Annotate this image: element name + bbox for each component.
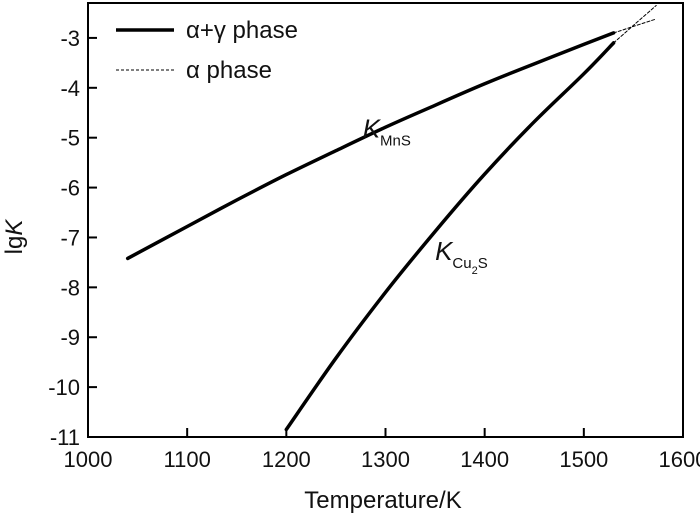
kmns-alpha-line	[613, 18, 657, 34]
y-tick-label: -4	[60, 76, 80, 101]
kcu2s-alpha-gamma-line	[284, 41, 616, 432]
x-axis-title: Temperature/K	[304, 487, 461, 514]
ticks-group: 1000 1100 1200 1300 1400 1500 1600 -3 -4 -5 -6 -7 -8…	[48, 26, 700, 472]
y-tick-label: -5	[60, 126, 80, 151]
x-tick-label: 1000	[64, 447, 113, 472]
plot-frame	[87, 2, 684, 438]
annotation-subscript-tail: S	[478, 255, 488, 272]
legend-label-alpha: α phase	[186, 57, 272, 84]
y-tick-label: -10	[48, 375, 80, 400]
y-axis-title-italic: K	[1, 219, 28, 236]
y-tick-label: -3	[60, 26, 80, 51]
y-tick-label: -11	[50, 425, 80, 450]
legend: α+γ phase α phase	[116, 17, 298, 84]
x-tick-label: 1500	[559, 447, 608, 472]
x-tick-label: 1200	[262, 447, 311, 472]
x-tick-label: 1600	[659, 447, 700, 472]
annotation-subscript: MnS	[380, 133, 411, 150]
y-tick-label: -9	[60, 325, 80, 350]
annotation-main-symbol: K	[435, 236, 454, 266]
kmns-alpha-gamma-line	[125, 31, 616, 261]
x-tick-label: 1400	[460, 447, 509, 472]
y-axis-title: lgK	[1, 219, 28, 255]
y-tick-label: -8	[60, 275, 80, 300]
x-tick-label: 1100	[164, 447, 211, 472]
legend-label-alpha-gamma: α+γ phase	[186, 17, 298, 44]
annotation-main-symbol: K	[363, 114, 382, 144]
annotation-kcu2s: KCu2S	[435, 236, 488, 277]
kcu2s-alpha-line	[613, 5, 657, 44]
annotation-sub-subscript: 2	[472, 265, 478, 277]
annotation-kmns: KMnS	[363, 114, 411, 150]
series-group	[125, 5, 657, 432]
y-tick-label: -6	[60, 176, 80, 201]
y-axis-title-prefix: lg	[1, 236, 28, 255]
y-tick-label: -7	[60, 225, 80, 250]
annotation-subscript: Cu	[452, 255, 471, 272]
plot-frame-group	[87, 2, 684, 438]
x-tick-label: 1300	[361, 447, 410, 472]
